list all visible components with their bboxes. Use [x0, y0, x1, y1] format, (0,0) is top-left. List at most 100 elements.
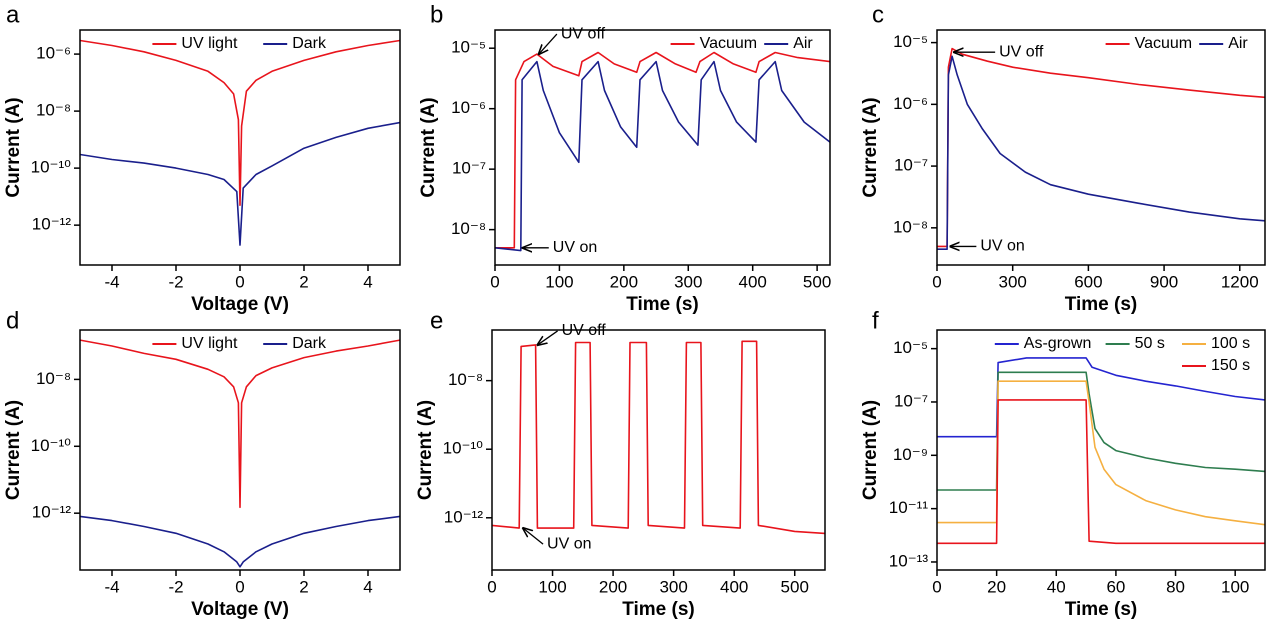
data-line	[937, 380, 1265, 526]
legend-label: Air	[1228, 35, 1248, 52]
x-tick-label: 400	[739, 272, 767, 291]
x-tick-label: 0	[487, 577, 496, 596]
x-tick-label: 0	[490, 272, 499, 291]
y-tick-label: 10⁻⁶	[451, 98, 486, 117]
y-axis-label: Current (A)	[418, 97, 439, 197]
plot-lines	[495, 51, 830, 252]
plot-lines	[80, 339, 400, 568]
x-tick-label: 500	[781, 577, 809, 596]
x-axis-label: Time (s)	[622, 599, 695, 620]
annotation: UV off	[562, 322, 607, 339]
x-tick-label: 4	[363, 272, 372, 291]
x-tick-label: -4	[104, 577, 119, 596]
legend-label: 50 s	[1135, 335, 1165, 352]
legend-label: UV light	[181, 35, 238, 52]
data-line	[937, 55, 1265, 250]
data-line	[80, 121, 400, 246]
panel-label: f	[872, 307, 879, 334]
y-tick-label: 10⁻⁸	[893, 217, 928, 236]
panel: b 0 100 200 300 400 500 10⁻⁸ 10⁻⁷ 10⁻⁶ 10⁻⁵ Time (s…	[418, 1, 831, 315]
y-tick-label: 10⁻¹³	[889, 551, 929, 570]
legend-label: Vacuum	[1135, 35, 1193, 52]
x-tick-label: -2	[168, 272, 183, 291]
axes-frame	[936, 29, 1266, 266]
panel-label: e	[430, 307, 443, 334]
data-line	[937, 47, 1265, 248]
x-tick-label: 0	[235, 577, 244, 596]
annotation-arrow	[523, 528, 544, 545]
x-tick-label: 0	[932, 272, 941, 291]
x-tick-label: 100	[545, 272, 573, 291]
annotation: UV on	[553, 239, 597, 256]
legend-label: 150 s	[1211, 357, 1250, 374]
data-line	[492, 340, 825, 535]
panel: c 0 300 600 900 1200 10⁻⁸ 10⁻⁷ 10⁻⁶ 10⁻⁵ Time (s) C…	[860, 1, 1266, 315]
y-tick-label: 10⁻¹²	[32, 503, 72, 522]
data-line	[80, 339, 400, 509]
x-axis-label: Time (s)	[1065, 294, 1138, 315]
legend-label: Dark	[292, 335, 327, 352]
x-tick-label: 100	[1221, 577, 1249, 596]
plot-lines	[492, 340, 825, 535]
panel: a -4 -2 0 2 4 10⁻¹² 10⁻¹⁰ 10⁻⁸ 10⁻⁶ Voltage (V) Cur…	[3, 1, 401, 315]
data-line	[495, 60, 830, 252]
x-axis-label: Voltage (V)	[191, 294, 289, 315]
x-tick-label: 900	[1150, 272, 1178, 291]
x-tick-label: 300	[999, 272, 1027, 291]
x-tick-label: 40	[1047, 577, 1066, 596]
y-tick-label: 10⁻⁷	[452, 159, 486, 178]
axes-frame	[936, 329, 1266, 571]
x-tick-label: 100	[538, 577, 566, 596]
x-tick-label: 2	[299, 272, 308, 291]
plot-lines	[937, 357, 1265, 545]
annotation: UV off	[999, 43, 1044, 60]
x-tick-label: 400	[720, 577, 748, 596]
panel: e 0 100 200 300 400 500 10⁻¹² 10⁻¹⁰ 10⁻⁸ Time (s) C…	[415, 307, 826, 620]
y-tick-label: 10⁻⁷	[894, 391, 928, 410]
annotation: UV on	[547, 535, 591, 552]
y-tick-label: 10⁻⁶	[893, 94, 928, 113]
y-tick-label: 10⁻⁸	[451, 219, 486, 238]
y-tick-label: 10⁻¹²	[32, 215, 72, 234]
y-tick-label: 10⁻⁸	[448, 370, 483, 389]
y-tick-label: 10⁻⁸	[36, 369, 71, 388]
data-line	[937, 371, 1265, 491]
x-tick-label: -2	[168, 577, 183, 596]
x-tick-label: 80	[1166, 577, 1185, 596]
y-tick-label: 10⁻¹²	[444, 507, 484, 526]
legend-label: Dark	[292, 35, 327, 52]
x-tick-label: 300	[659, 577, 687, 596]
y-tick-label: 10⁻⁵	[451, 38, 486, 57]
x-tick-label: 200	[599, 577, 627, 596]
panel-label: a	[6, 1, 20, 28]
y-tick-label: 10⁻⁵	[893, 32, 928, 51]
data-line	[80, 515, 400, 568]
data-line	[937, 399, 1265, 545]
x-tick-label: 60	[1106, 577, 1125, 596]
legend-label: Vacuum	[700, 35, 758, 52]
x-tick-label: 300	[674, 272, 702, 291]
legend-label: As-grown	[1024, 335, 1092, 352]
x-tick-label: 200	[610, 272, 638, 291]
x-axis-label: Voltage (V)	[191, 599, 289, 620]
y-axis-label: Current (A)	[860, 400, 881, 500]
x-axis-label: Time (s)	[1065, 599, 1138, 620]
y-tick-label: 10⁻⁸	[36, 101, 71, 120]
x-tick-label: 500	[803, 272, 831, 291]
x-axis-label: Time (s)	[626, 294, 699, 315]
x-tick-label: 0	[932, 577, 941, 596]
x-tick-label: 20	[987, 577, 1006, 596]
data-line	[495, 51, 830, 249]
axes-frame	[494, 29, 831, 266]
y-axis-label: Current (A)	[415, 400, 436, 500]
panel-label: d	[6, 307, 19, 334]
y-tick-label: 10⁻¹⁰	[31, 436, 72, 455]
plot-lines	[937, 47, 1265, 250]
legend-label: 100 s	[1211, 335, 1250, 352]
y-tick-label: 10⁻⁵	[893, 338, 928, 357]
annotation-arrow	[538, 330, 558, 345]
x-tick-label: 0	[235, 272, 244, 291]
y-tick-label: 10⁻⁷	[894, 156, 928, 175]
x-tick-label: 1200	[1221, 272, 1259, 291]
